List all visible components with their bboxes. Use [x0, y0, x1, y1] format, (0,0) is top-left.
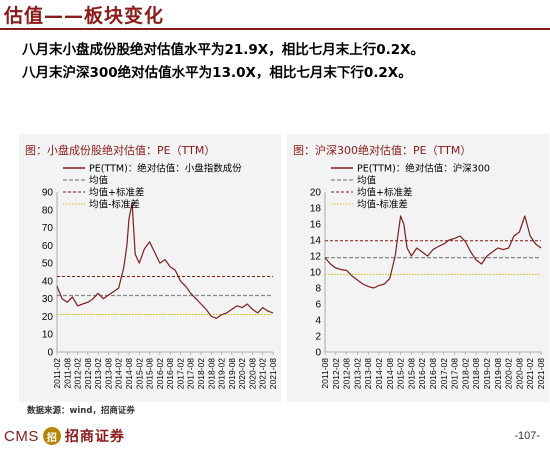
logo-emblem-icon: 招 [42, 427, 61, 445]
y-tick-label: 30 [42, 294, 54, 305]
chart-panel-hs300: 图：沪深300绝对估值：PE（TTM） 0 2 4 6 8 10 12 14 16 18 20 201… [287, 134, 549, 402]
x-tick-label: 2014-08 [124, 358, 134, 389]
legend-label: PE(TTM)：绝对估值：小盘指数成份 [89, 163, 242, 175]
y-tick-label: 12 [310, 252, 322, 263]
x-tick-label: 2012-08 [83, 358, 93, 389]
company-logo: CMS 招 招商证券 [4, 426, 125, 446]
x-tick-label: 2018-02 [196, 358, 206, 389]
x-tick-label: 2019-08 [493, 358, 503, 389]
chart-panel-small-cap: 图：小盘成份股绝对估值：PE（TTM） 0 10 20 30 40 50 60 70 80 90 2… [19, 134, 281, 402]
x-tick-label: 2021-02 [525, 358, 535, 389]
y-tick-label: 6 [315, 300, 321, 311]
legend-label: 均值+标准差 [357, 187, 412, 199]
chart-title-small-cap: 图：小盘成份股绝对估值：PE（TTM） [25, 144, 216, 157]
x-tick-label: 2018-02 [460, 358, 470, 389]
x-tick-label: 2012-02 [73, 358, 83, 389]
x-tick-label: 2012-08 [342, 358, 352, 389]
title-bar: 估值——板块变化 [0, 0, 550, 30]
y-tick-label: 90 [42, 188, 54, 199]
x-tick-label: 2013-02 [93, 358, 103, 389]
y-tick-label: 18 [310, 204, 322, 215]
y-tick-label: 40 [42, 276, 54, 287]
x-tick-label: 2017-08 [450, 358, 460, 389]
pe-series-line [324, 215, 542, 289]
x-tick-label: 2016-02 [155, 358, 165, 389]
x-tick-label: 2011-08 [320, 358, 330, 389]
pe-series-line [56, 202, 274, 319]
y-tick-label: 0 [47, 348, 53, 359]
x-tick-label: 2020-02 [237, 358, 247, 389]
x-tick-label: 2019-08 [227, 358, 237, 389]
y-tick-label: 4 [315, 316, 321, 327]
y-tick-label: 20 [310, 188, 322, 199]
x-tick-label: 2015-02 [134, 358, 144, 389]
chart-title-hs300: 图：沪深300绝对估值：PE（TTM） [293, 144, 472, 157]
y-tick-label: 10 [310, 268, 322, 279]
x-tick-label: 2014-02 [114, 358, 124, 389]
bullet-hs300: 八月末沪深300绝对估值水平为13.0X，相比七月末下行0.2X。 [22, 65, 412, 81]
y-tick-label: 8 [315, 284, 321, 295]
data-source: 数据来源：wind，招商证券 [27, 406, 135, 416]
x-tick-label: 2016-08 [165, 358, 175, 389]
x-tick-label: 2020-02 [504, 358, 514, 389]
x-tick-label: 2015-08 [145, 358, 155, 389]
x-tick-label: 2020-08 [247, 358, 257, 389]
legend-label: 均值 [357, 175, 377, 187]
y-tick-label: 80 [42, 205, 54, 216]
x-tick-label: 2017-02 [175, 358, 185, 389]
legend-label: 均值+标准差 [89, 187, 144, 199]
x-tick-label: 2013-02 [352, 358, 362, 389]
y-tick-label: 2 [315, 332, 321, 343]
x-tick-label: 2015-02 [396, 358, 406, 389]
y-tick-label: 0 [315, 348, 321, 359]
logo-company-name: 招商证券 [64, 429, 125, 445]
legend-label: 均值-标准差 [89, 199, 140, 211]
x-tick-label: 2021-02 [258, 358, 268, 389]
y-tick-label: 70 [42, 223, 54, 234]
bullet-small-cap: 八月末小盘成份股绝对估值水平为21.9X，相比七月末上行0.2X。 [22, 42, 425, 58]
x-tick-label: 2018-08 [471, 358, 481, 389]
y-tick-label: 50 [42, 259, 54, 270]
x-tick-label: 2017-02 [439, 358, 449, 389]
x-tick-label: 2015-08 [406, 358, 416, 389]
x-tick-label: 2013-08 [103, 358, 113, 389]
x-tick-label: 2016-08 [428, 358, 438, 389]
x-tick-label: 2014-08 [385, 358, 395, 389]
legend-label: 均值 [89, 175, 109, 187]
x-tick-label: 2018-08 [206, 358, 216, 389]
y-tick-label: 16 [310, 220, 322, 231]
legend-label: PE(TTM)：绝对估值：沪深300 [357, 163, 490, 175]
x-tick-label: 2016-02 [417, 358, 427, 389]
y-tick-label: 60 [42, 241, 54, 252]
y-tick-label: 20 [42, 312, 54, 323]
x-tick-label: 2020-08 [514, 358, 524, 389]
x-tick-label: 2013-08 [363, 358, 373, 389]
x-tick-label: 2017-08 [186, 358, 196, 389]
x-tick-label: 2012-02 [331, 358, 341, 389]
page-number: -107- [514, 430, 540, 442]
y-tick-label: 10 [42, 330, 54, 341]
y-tick-label: 14 [310, 236, 322, 247]
x-tick-label: 2019-02 [217, 358, 227, 389]
x-tick-label: 2019-02 [482, 358, 492, 389]
legend-label: 均值-标准差 [357, 199, 408, 211]
x-tick-label: 2021-08 [268, 358, 278, 389]
chart-small-cap: 0 10 20 30 40 50 60 70 80 90 2011-02 2011-08 2012-02… [42, 163, 278, 390]
slide-title: 估值——板块变化 [4, 5, 165, 27]
x-tick-label: 2014-02 [374, 358, 384, 389]
x-tick-label: 2021-08 [536, 358, 546, 389]
x-tick-label: 2011-02 [52, 358, 62, 389]
logo-brand-text: CMS [4, 427, 39, 445]
x-tick-label: 2011-08 [62, 358, 72, 389]
